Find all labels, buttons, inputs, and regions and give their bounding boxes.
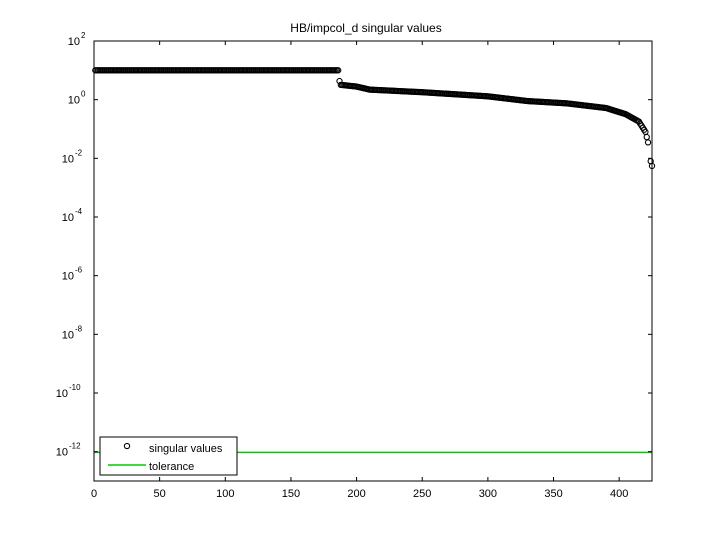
x-tick-label: 100 [216,488,234,500]
x-axis: 0 50 100 150 200 250 300 350 400 [91,41,628,500]
legend-box [99,436,238,476]
chart-title: HB/impcol_d singular values [290,21,441,35]
data-point [335,67,342,74]
singular-values-series [92,67,656,170]
data-point [644,139,652,146]
y-tick-label: 10 [68,36,80,48]
legend-label-singular-values: singular values [149,443,223,455]
x-tick-label: 200 [347,488,365,500]
y-tick-label: 10 [62,329,74,341]
legend-marker-singular-values [123,442,131,450]
y-tick-exponent: -8 [75,324,83,333]
y-tick-exponent: -4 [75,207,83,216]
y-tick-label: 10 [56,447,68,459]
x-tick-label: 150 [282,488,300,500]
legend-label-tolerance: tolerance [149,461,194,473]
legend: singular values tolerance [99,436,238,476]
y-tick-label: 10 [62,271,74,283]
x-tick-label: 50 [154,488,166,500]
data-point [643,133,650,141]
x-tick-label: 250 [413,488,431,500]
y-tick-exponent: -12 [69,442,81,451]
y-tick-label: 10 [68,95,80,107]
x-tick-label: 300 [479,488,497,500]
y-tick-exponent: -6 [75,266,83,275]
y-tick-label: 10 [62,212,74,224]
y-tick-exponent: -2 [75,148,83,157]
y-tick-exponent: 0 [81,90,86,99]
x-tick-label: 0 [91,488,97,500]
y-tick-label: 10 [62,153,74,165]
x-tick-label: 400 [610,488,628,500]
y-tick-exponent: -10 [69,383,81,392]
x-tick-label: 350 [544,488,562,500]
y-tick-label: 10 [56,388,68,400]
plot-frame [93,40,653,482]
y-tick-exponent: 2 [81,31,86,40]
